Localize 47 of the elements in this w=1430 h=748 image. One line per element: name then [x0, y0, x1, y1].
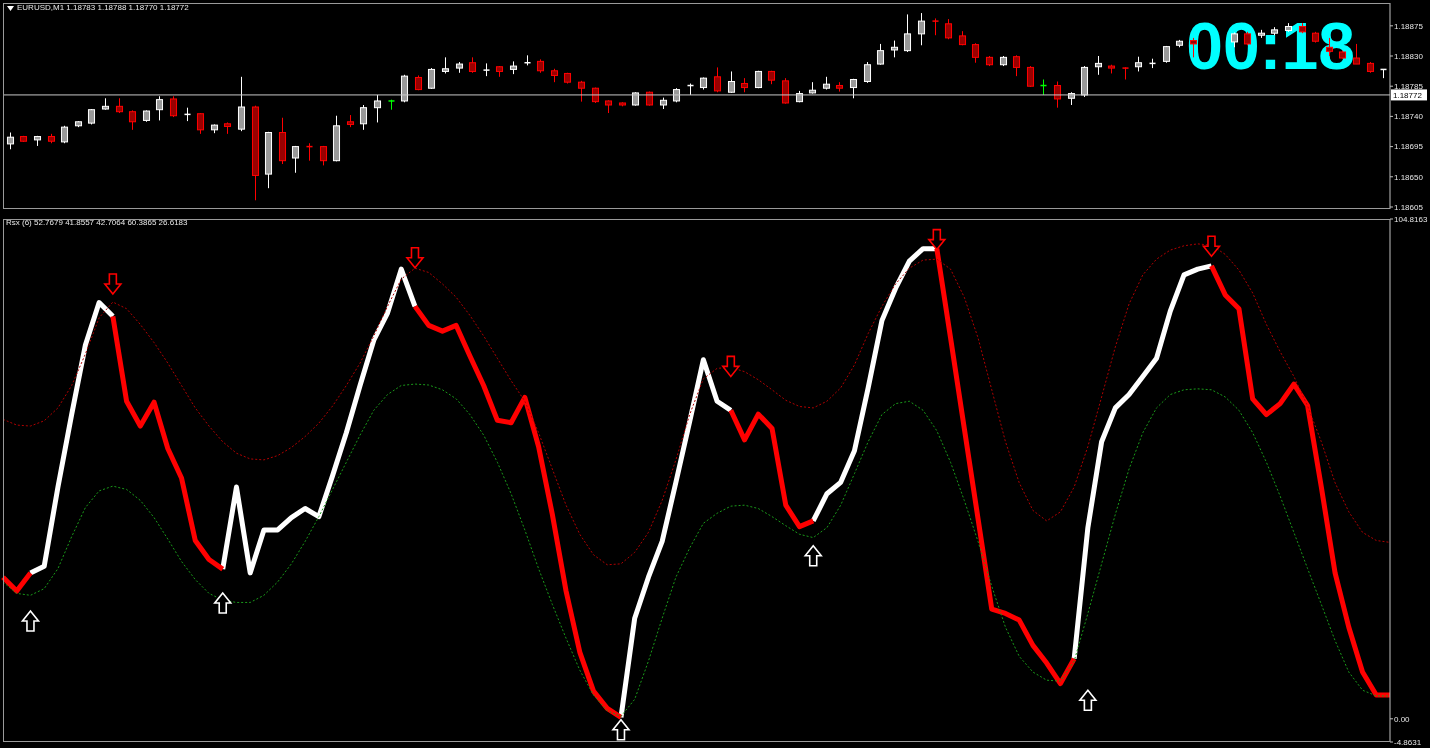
candlestick	[291, 145, 300, 174]
candlestick	[1352, 43, 1361, 65]
point	[406, 246, 424, 269]
ref-line-label: 1.18772	[1393, 90, 1423, 100]
y-tick-label: 0.00	[1394, 714, 1411, 724]
y-tick-label: 1.18740	[1394, 112, 1424, 122]
y-tick-label: 1.18695	[1394, 142, 1424, 152]
candlestick	[917, 12, 926, 46]
point	[21, 610, 40, 632]
candlestick	[427, 67, 436, 90]
candlestick	[863, 61, 872, 84]
point	[612, 718, 630, 741]
candlestick	[155, 95, 164, 121]
point	[104, 273, 122, 295]
candlestick	[169, 95, 178, 118]
y-tick-label: 1.18875	[1394, 21, 1424, 31]
candlestick	[1189, 37, 1198, 58]
point	[928, 228, 946, 251]
y-tick-label: -4.8631	[1394, 737, 1422, 747]
candlestick	[1026, 65, 1035, 88]
candlestick	[1325, 37, 1334, 57]
candlestick	[713, 66, 722, 93]
candlestick	[876, 43, 885, 66]
y-tick-label: 1.18830	[1394, 51, 1424, 61]
candlestick	[373, 94, 382, 123]
point	[1079, 689, 1097, 712]
point	[1202, 235, 1221, 258]
y-tick-label: 104.8163	[1394, 214, 1428, 224]
candlestick	[196, 112, 205, 135]
candlestick	[1094, 55, 1103, 76]
candlestick	[128, 109, 137, 131]
point	[804, 544, 823, 567]
y-tick-label: 1.18785	[1394, 82, 1424, 92]
chart-title: EURUSD,M1 1.18783 1.18788 1.18770 1.18772	[17, 3, 189, 13]
y-tick-label: 1.18605	[1394, 202, 1424, 212]
candlestick	[781, 77, 790, 105]
point	[213, 592, 232, 614]
candlestick	[237, 76, 246, 132]
y-tick-label: 1.18650	[1394, 172, 1424, 182]
chart-title: Rsx (6) 52.7679 41.8557 42.7064 60.3865 26.6183	[6, 218, 188, 228]
candlestick	[577, 80, 586, 103]
candlestick	[903, 13, 912, 53]
candlestick	[971, 42, 980, 64]
point	[722, 355, 740, 378]
candlestick	[1012, 54, 1021, 77]
candlestick	[727, 70, 736, 94]
candlestick	[359, 104, 368, 131]
